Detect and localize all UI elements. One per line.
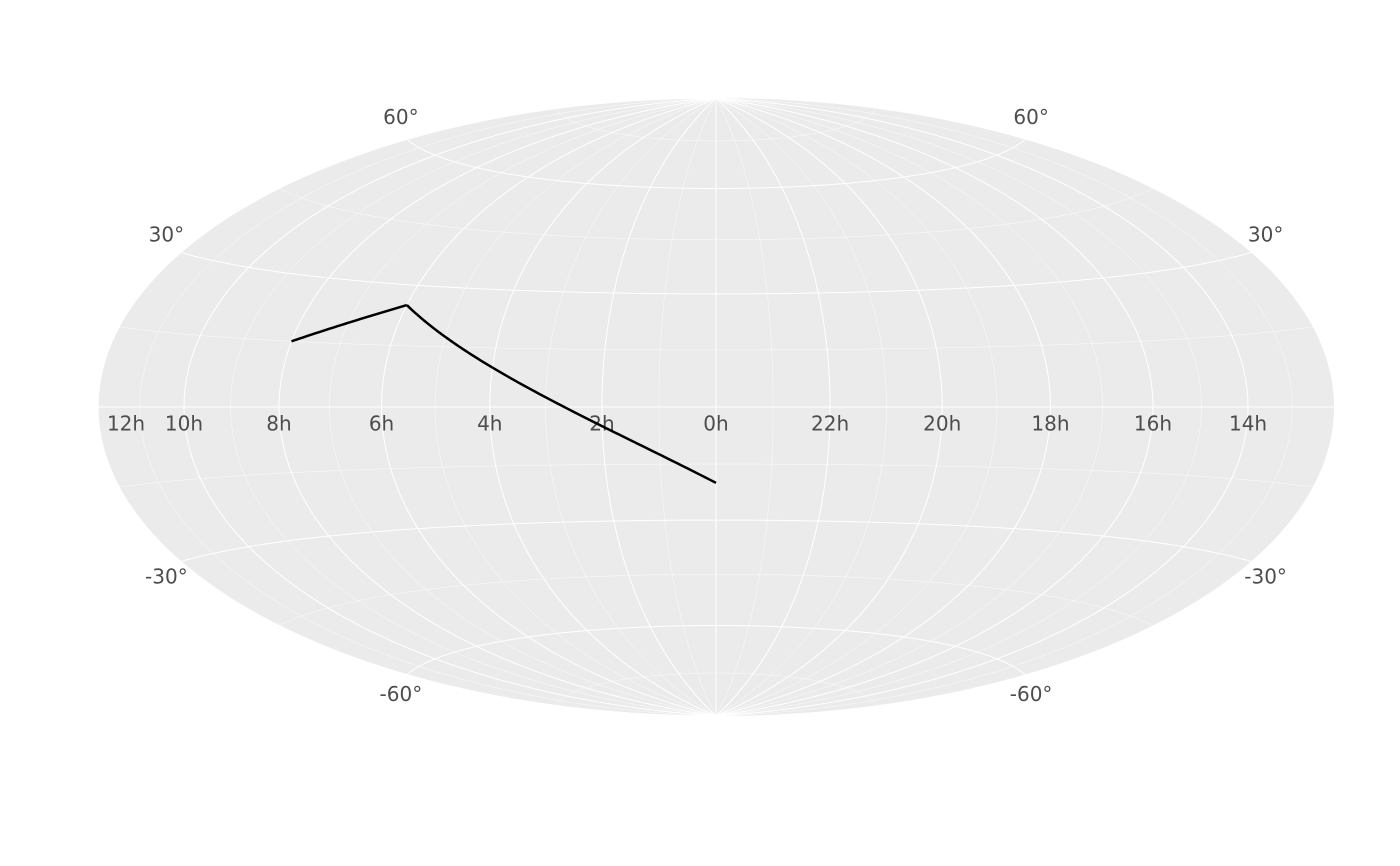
grid-line (406, 624, 1026, 675)
x-tick-label: 18h (1031, 412, 1069, 436)
y-tick-label: 60° (383, 105, 418, 129)
data-line-segment (291, 303, 408, 343)
data-line-segment (405, 304, 494, 369)
x-tick-label: 10h (165, 412, 203, 436)
y-tick-label: -60° (380, 682, 423, 706)
x-tick-label: 8h (266, 412, 291, 436)
x-tick-label: 16h (1134, 412, 1172, 436)
y-tick-label: -30° (1244, 565, 1287, 589)
x-tick-label: 6h (369, 412, 394, 436)
y-tick-label: -60° (1010, 682, 1053, 706)
grid-line (406, 139, 1026, 190)
x-tick-label: 14h (1229, 412, 1267, 436)
grid-line (180, 252, 1252, 295)
y-tick-label: 30° (149, 222, 184, 246)
x-tick-label: 4h (477, 412, 502, 436)
data-line-segment (491, 366, 717, 484)
y-tick-label: 60° (1013, 105, 1048, 129)
grid-line (180, 519, 1252, 562)
x-tick-label: 22h (811, 412, 849, 436)
x-tick-label: 20h (923, 412, 961, 436)
x-tick-label: 12h (107, 412, 145, 436)
x-tick-label: 0h (703, 412, 728, 436)
y-tick-label: -30° (145, 565, 188, 589)
y-tick-label: 30° (1248, 222, 1283, 246)
x-tick-label: 2h (589, 412, 614, 436)
